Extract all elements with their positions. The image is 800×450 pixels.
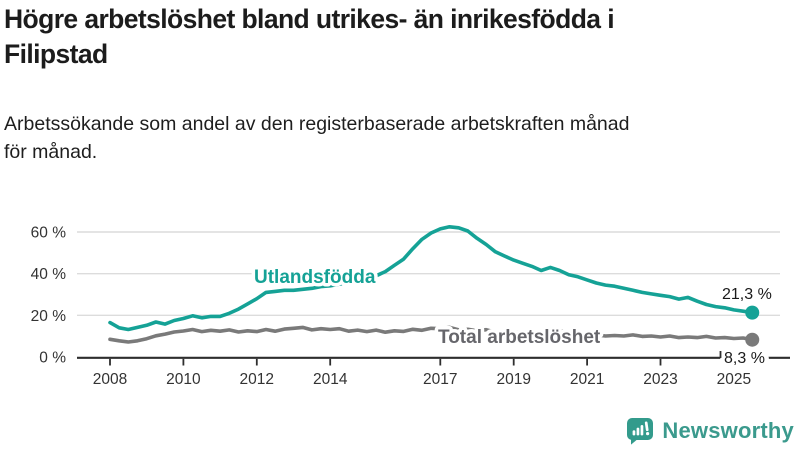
x-tick-label: 2019 — [496, 371, 530, 388]
y-tick-label: 20 % — [31, 308, 67, 325]
y-tick-label: 0 % — [39, 350, 66, 367]
newsworthy-wordmark: Newsworthy — [662, 418, 794, 443]
x-tick-label: 2014 — [313, 371, 348, 388]
end-value-label-0: 21,3 % — [722, 286, 772, 303]
newsworthy-icon — [627, 418, 654, 445]
x-tick-label: 2012 — [240, 371, 274, 388]
x-tick-label: 2021 — [570, 371, 604, 388]
series-line-1 — [108, 325, 755, 344]
newsworthy-logo[interactable]: Newsworthy — [626, 417, 794, 445]
x-tick-label: 2023 — [643, 371, 677, 388]
chart-subtitle: Arbetssökande som andel av den registerb… — [4, 110, 796, 167]
end-value-label-1: 8,3 % — [724, 350, 765, 367]
series-end-dot-1 — [745, 332, 760, 347]
x-tick-label: 2025 — [717, 371, 751, 388]
series-label-1: Total arbetslöshet — [438, 327, 601, 348]
x-tick-label: 2017 — [423, 371, 457, 388]
chart-subtitle-line1: Arbetssökande som andel av den registerb… — [4, 113, 630, 135]
y-tick-label: 60 % — [31, 225, 67, 242]
page-title-line2: Filipstad — [4, 38, 108, 69]
y-tick-label: 40 % — [31, 266, 67, 283]
x-tick-label: 2010 — [166, 371, 201, 388]
x-tick-label: 2008 — [93, 371, 127, 388]
series-label-0: Utlandsfödda — [254, 267, 376, 288]
chart-subtitle-line2: för månad. — [4, 141, 98, 164]
page-title-line1: Högre arbetslöshet bland utrikes- än inr… — [4, 4, 615, 34]
series-line-0 — [108, 225, 755, 332]
series-end-dot-0 — [745, 305, 760, 320]
page-title: Högre arbetslöshet bland utrikes- än inr… — [4, 2, 796, 72]
